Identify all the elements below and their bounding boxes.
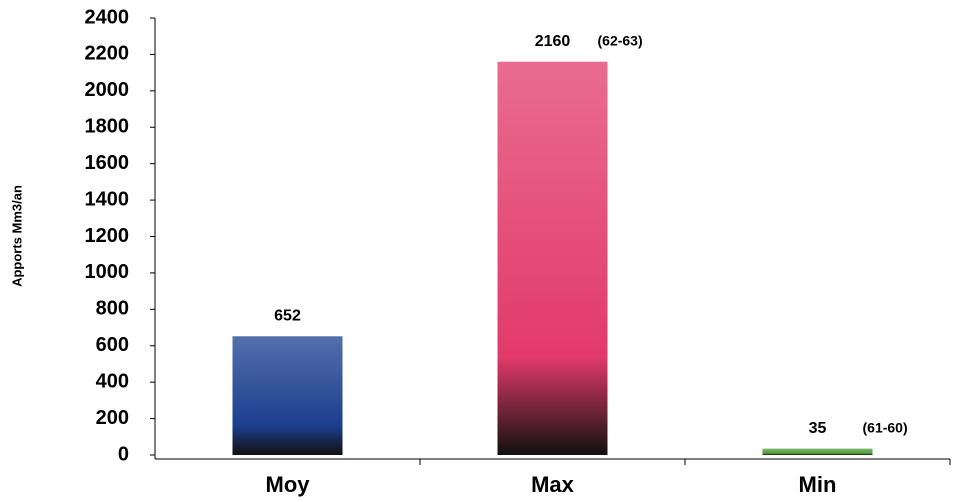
value-label: 2160 <box>535 33 571 50</box>
y-tick-label: 1200 <box>85 225 130 247</box>
y-tick-label: 400 <box>96 370 129 392</box>
y-tick-label: 200 <box>96 407 129 429</box>
y-tick-label: 1800 <box>85 116 130 138</box>
x-tick-label: Moy <box>266 472 311 497</box>
x-tick-label: Min <box>799 472 837 497</box>
y-tick-label: 600 <box>96 334 129 356</box>
y-tick-label: 1400 <box>85 188 130 210</box>
y-tick-label: 2400 <box>85 6 130 28</box>
annotation: (62-63) <box>598 32 643 48</box>
value-label: 35 <box>809 420 827 437</box>
bar <box>498 62 608 455</box>
x-tick-label: Max <box>531 472 575 497</box>
value-label: 652 <box>274 308 301 325</box>
y-tick-label: 800 <box>96 298 129 320</box>
annotation: (61-60) <box>863 419 908 435</box>
bar <box>763 449 873 455</box>
bar <box>233 336 343 455</box>
y-tick-label: 0 <box>118 443 129 465</box>
y-tick-label: 2200 <box>85 43 130 65</box>
y-axis-label: Apports Mm3/an <box>9 185 24 287</box>
y-tick-label: 1600 <box>85 152 130 174</box>
chart: Apports Mm3/an 0 200 400 600 800 1000 1200 1400… <box>0 0 953 502</box>
y-tick-label: 1000 <box>85 261 130 283</box>
y-tick-label: 2000 <box>85 79 130 101</box>
